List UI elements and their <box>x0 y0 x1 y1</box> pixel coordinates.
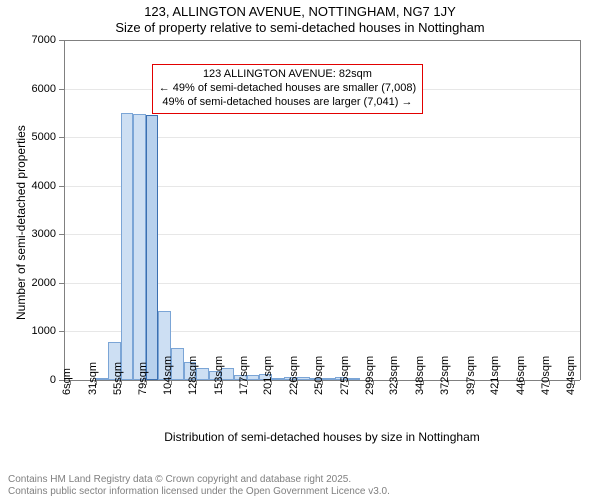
y-tick-label: 7000 <box>16 34 56 46</box>
axis-line <box>580 40 581 380</box>
plot-area: 123 ALLINGTON AVENUE: 82sqm← 49% of semi… <box>64 40 580 380</box>
y-tick-label: 1000 <box>16 325 56 337</box>
axis-line <box>64 40 580 41</box>
chart-subtitle: Size of property relative to semi-detach… <box>0 20 600 36</box>
chart-title-address: 123, ALLINGTON AVENUE, NOTTINGHAM, NG7 1… <box>0 0 600 20</box>
y-tick-label: 6000 <box>16 83 56 95</box>
y-tick-label: 5000 <box>16 131 56 143</box>
callout-box: 123 ALLINGTON AVENUE: 82sqm← 49% of semi… <box>152 64 423 113</box>
y-tick-label: 2000 <box>16 277 56 289</box>
footer-line-1: Contains HM Land Registry data © Crown c… <box>8 474 390 486</box>
property-size-chart: 123, ALLINGTON AVENUE, NOTTINGHAM, NG7 1… <box>0 0 600 500</box>
x-axis-label: Distribution of semi-detached houses by … <box>64 430 580 444</box>
histogram-bar <box>133 114 146 380</box>
axis-line <box>64 40 65 380</box>
histogram-bar <box>121 113 134 380</box>
y-tick-label: 0 <box>16 374 56 386</box>
footer-line-2: Contains public sector information licen… <box>8 486 390 498</box>
y-tick-label: 4000 <box>16 180 56 192</box>
histogram-bar <box>146 115 159 380</box>
y-tick-label: 3000 <box>16 228 56 240</box>
callout-smaller: ← 49% of semi-detached houses are smalle… <box>159 82 416 96</box>
callout-larger: 49% of semi-detached houses are larger (… <box>159 96 416 110</box>
y-axis-label: Number of semi-detached properties <box>14 125 28 320</box>
chart-footer: Contains HM Land Registry data © Crown c… <box>0 474 390 498</box>
callout-address: 123 ALLINGTON AVENUE: 82sqm <box>159 68 416 82</box>
